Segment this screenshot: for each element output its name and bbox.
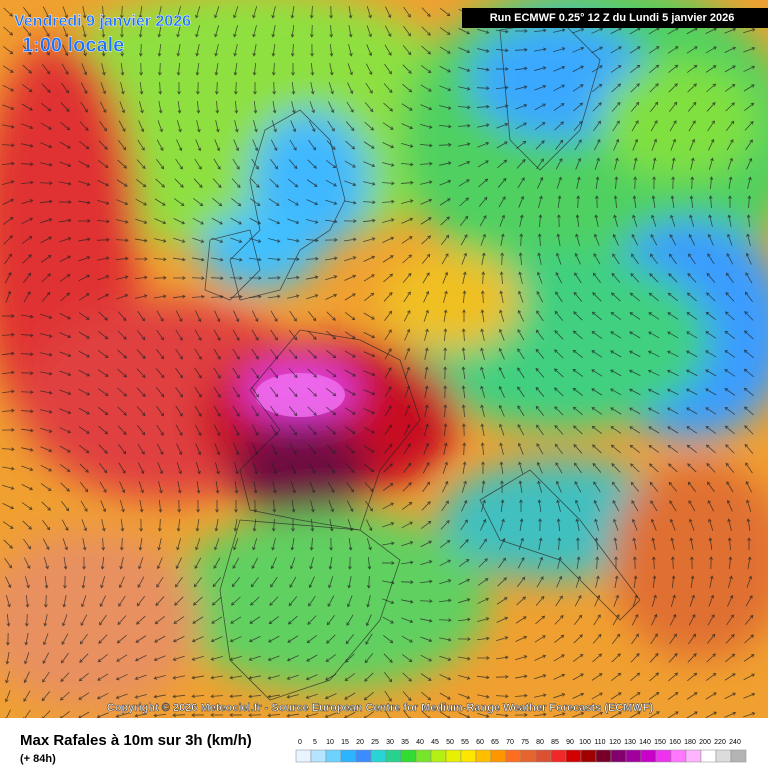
legend-tick-label: 140 (639, 739, 651, 746)
legend-tick-label: 40 (416, 739, 424, 746)
legend-tick-label: 65 (491, 739, 499, 746)
legend-tick-label: 200 (699, 739, 711, 746)
legend-tick-label: 130 (624, 739, 636, 746)
legend: 0 5 10 15 20 25 30 35 40 45 50 55 60 65 70 75 80 85 90 100 1… (295, 739, 747, 763)
legend-swatch (385, 749, 402, 763)
legend-tick-label: 100 (579, 739, 591, 746)
legend-swatch (325, 749, 342, 763)
legend-swatch (535, 749, 552, 763)
legend-swatch (520, 749, 537, 763)
legend-swatch (550, 749, 567, 763)
legend-tick-label: 75 (521, 739, 529, 746)
legend-tick-label: 220 (714, 739, 726, 746)
legend-tick-label: 20 (356, 739, 364, 746)
legend-swatch (490, 749, 507, 763)
legend-tick-label: 10 (326, 739, 334, 746)
time: 1:00 locale (22, 34, 124, 56)
legend-tick-label: 45 (431, 739, 439, 746)
legend-tick-label: 85 (551, 739, 559, 746)
legend-swatch (715, 749, 732, 763)
legend-tick-label: 110 (594, 739, 605, 746)
legend-tick-label: 150 (654, 739, 666, 746)
legend-swatch (370, 749, 387, 763)
legend-tick-label: 80 (536, 739, 544, 746)
legend-tick-label: 55 (461, 739, 469, 746)
run-banner (462, 8, 768, 28)
legend-tick-label: 90 (566, 739, 574, 746)
legend-swatch (655, 749, 672, 763)
legend-swatch (445, 749, 462, 763)
arrow-field (1, 5, 756, 718)
legend-tick-label: 60 (476, 739, 484, 746)
legend-swatch (670, 749, 687, 763)
legend-swatch (700, 749, 717, 763)
date: Vendredi 9 janvier 2026 (14, 13, 191, 30)
coastlines (204, 19, 641, 701)
legend-tick-label: 70 (506, 739, 514, 746)
legend-swatch (730, 749, 747, 763)
legend-tick-label: 5 (313, 739, 317, 746)
legend-tick-label: 35 (401, 739, 409, 746)
legend-swatch (595, 749, 612, 763)
legend-swatch (505, 749, 522, 763)
legend-swatch (565, 749, 582, 763)
legend-tick-label: 120 (609, 739, 621, 746)
legend-swatch (610, 749, 627, 763)
legend-tick-label: 0 (298, 739, 302, 746)
product-title: Max Rafales à 10m sur 3h (km/h) (20, 732, 252, 749)
legend-swatch (430, 749, 447, 763)
legend-swatch (475, 749, 492, 763)
legend-tick-label: 15 (341, 739, 349, 746)
map (0, 0, 768, 718)
legend-swatch (295, 749, 312, 763)
legend-tick-label: 50 (446, 739, 454, 746)
legend-swatch (340, 749, 357, 763)
run-info: Run ECMWF 0.25° 12 Z du Lundi 5 janvier … (490, 12, 735, 24)
legend-tick-label: 25 (371, 739, 379, 746)
legend-swatch (355, 749, 372, 763)
legend-swatch (400, 749, 417, 763)
wind-arrows (1, 5, 756, 718)
legend-tick-label: 160 (669, 739, 681, 746)
legend-swatch (460, 749, 477, 763)
legend-tick-label: 180 (684, 739, 696, 746)
legend-tick-label: 240 (729, 739, 741, 746)
legend-swatch (415, 749, 432, 763)
copyright: Copyright © 2026 Meteociel.fr - Source E… (107, 702, 654, 714)
legend-swatch (580, 749, 597, 763)
lead-time: (+ 84h) (20, 753, 56, 765)
legend-swatch (640, 749, 657, 763)
legend-swatch (685, 749, 702, 763)
legend-swatch (310, 749, 327, 763)
legend-tick-label: 30 (386, 739, 394, 746)
legend-swatch (625, 749, 642, 763)
